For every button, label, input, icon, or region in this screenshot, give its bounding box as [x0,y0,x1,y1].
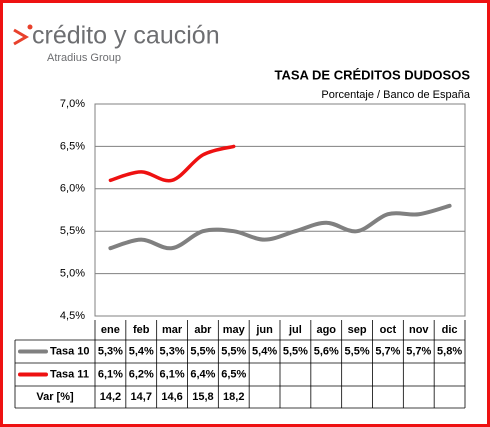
y-tick-label: 7,0% [60,98,85,110]
y-tick-label: 6,5% [60,140,85,152]
table-value: 5,4% [129,345,154,357]
table-value: 15,8 [192,391,213,403]
table-value: 14,7 [131,391,152,403]
y-tick-label: 5,5% [60,225,85,237]
table-value: 5,8% [437,345,462,357]
y-tick-label: 5,0% [60,268,85,280]
table-value: 5,7% [375,345,400,357]
x-tick-label: ene [101,324,120,336]
table-value: 5,5% [283,345,308,357]
table-value: 5,3% [98,345,123,357]
row-label: Var [%] [36,391,74,403]
logo-name: crédito y caución [32,22,220,50]
x-tick-label: oct [380,324,397,336]
x-tick-label: nov [409,324,429,336]
table-value: 6,1% [160,368,185,380]
table-value: 6,2% [129,368,154,380]
legend-label: Tasa 11 [50,368,89,380]
x-tick-label: jun [255,324,273,336]
table-value: 14,2 [100,391,121,403]
y-tick-label: 6,0% [60,183,85,195]
logo-group: Atradius Group [47,52,121,64]
table-value: 14,6 [161,391,182,403]
table-value: 5,5% [190,345,215,357]
x-tick-label: jul [288,324,302,336]
chart-subtitle: Porcentaje / Banco de España [321,89,470,101]
table-value: 5,5% [221,345,246,357]
x-tick-label: ago [316,324,336,336]
table-value: 5,6% [314,345,339,357]
series-line [108,144,236,183]
x-tick-label: may [223,324,246,336]
table-value: 6,4% [190,368,215,380]
x-tick-label: feb [133,324,150,336]
table-value: 5,5% [345,345,370,357]
table-value: 5,7% [406,345,431,357]
table-value: 6,5% [221,368,246,380]
legend-label: Tasa 10 [50,345,90,357]
table-value: 18,2 [223,391,244,403]
logo-icon [13,24,33,46]
table-value: 5,3% [160,345,185,357]
table-value: 6,1% [98,368,123,380]
series-line [108,203,452,251]
y-tick-label: 4,5% [60,310,85,322]
table-value: 5,4% [252,345,277,357]
x-tick-label: abr [194,324,212,336]
x-tick-label: sep [348,324,367,336]
chart-title: TASA DE CRÉDITOS DUDOSOS [274,67,470,82]
x-tick-label: dic [442,324,458,336]
x-tick-label: mar [162,324,183,336]
